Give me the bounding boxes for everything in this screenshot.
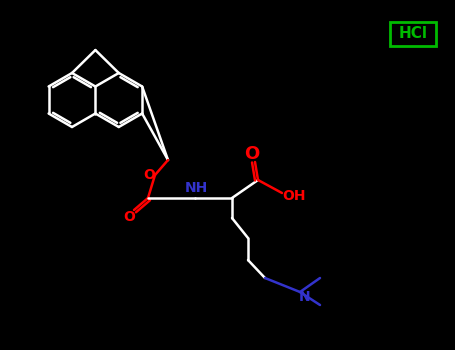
Text: O: O xyxy=(143,168,155,182)
FancyBboxPatch shape xyxy=(390,22,436,46)
Text: NH: NH xyxy=(184,181,207,195)
Text: O: O xyxy=(244,145,260,163)
Text: N: N xyxy=(299,290,311,304)
Text: O: O xyxy=(123,210,135,224)
Text: OH: OH xyxy=(282,189,306,203)
Text: HCl: HCl xyxy=(399,27,428,42)
